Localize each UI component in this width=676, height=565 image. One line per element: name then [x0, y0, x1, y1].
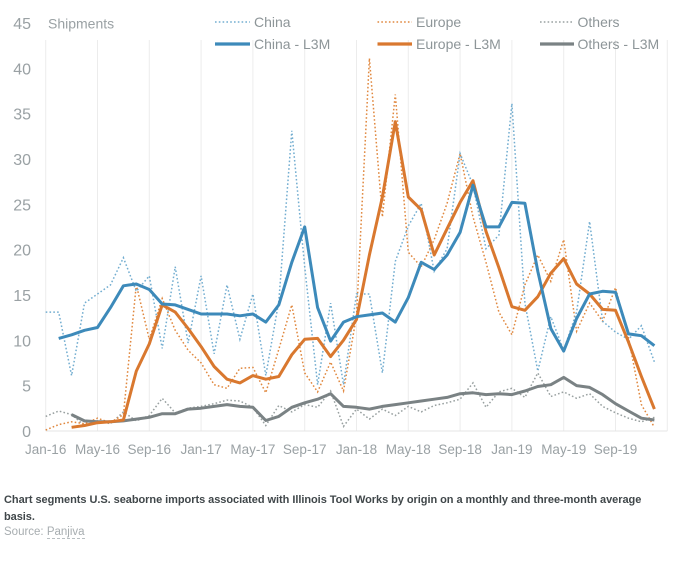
- svg-text:30: 30: [13, 152, 31, 169]
- svg-text:Europe - L3M: Europe - L3M: [416, 36, 501, 52]
- svg-text:10: 10: [13, 333, 31, 350]
- svg-text:0: 0: [22, 424, 31, 441]
- svg-text:Jan-16: Jan-16: [25, 442, 66, 457]
- svg-text:China: China: [254, 14, 291, 30]
- svg-text:15: 15: [13, 288, 31, 305]
- svg-text:5: 5: [22, 379, 31, 396]
- svg-text:Europe: Europe: [416, 14, 461, 30]
- svg-text:Shipments: Shipments: [48, 16, 114, 32]
- svg-text:May-16: May-16: [75, 442, 120, 457]
- svg-text:Jan-17: Jan-17: [180, 442, 221, 457]
- svg-text:May-19: May-19: [541, 442, 586, 457]
- svg-text:Jan-18: Jan-18: [336, 442, 377, 457]
- svg-text:Jan-19: Jan-19: [491, 442, 532, 457]
- svg-text:Sep-16: Sep-16: [128, 442, 172, 457]
- svg-text:40: 40: [13, 61, 31, 78]
- svg-text:Others - L3M: Others - L3M: [578, 36, 660, 52]
- svg-text:Sep-19: Sep-19: [594, 442, 638, 457]
- svg-text:25: 25: [13, 197, 31, 214]
- svg-text:May-17: May-17: [230, 442, 275, 457]
- svg-text:35: 35: [13, 107, 31, 124]
- svg-text:Sep-18: Sep-18: [438, 442, 482, 457]
- svg-text:May-18: May-18: [386, 442, 431, 457]
- svg-text:Others: Others: [578, 14, 620, 30]
- svg-text:Sep-17: Sep-17: [283, 442, 327, 457]
- svg-text:20: 20: [13, 243, 31, 260]
- svg-text:45: 45: [13, 16, 31, 33]
- svg-text:China - L3M: China - L3M: [254, 36, 330, 52]
